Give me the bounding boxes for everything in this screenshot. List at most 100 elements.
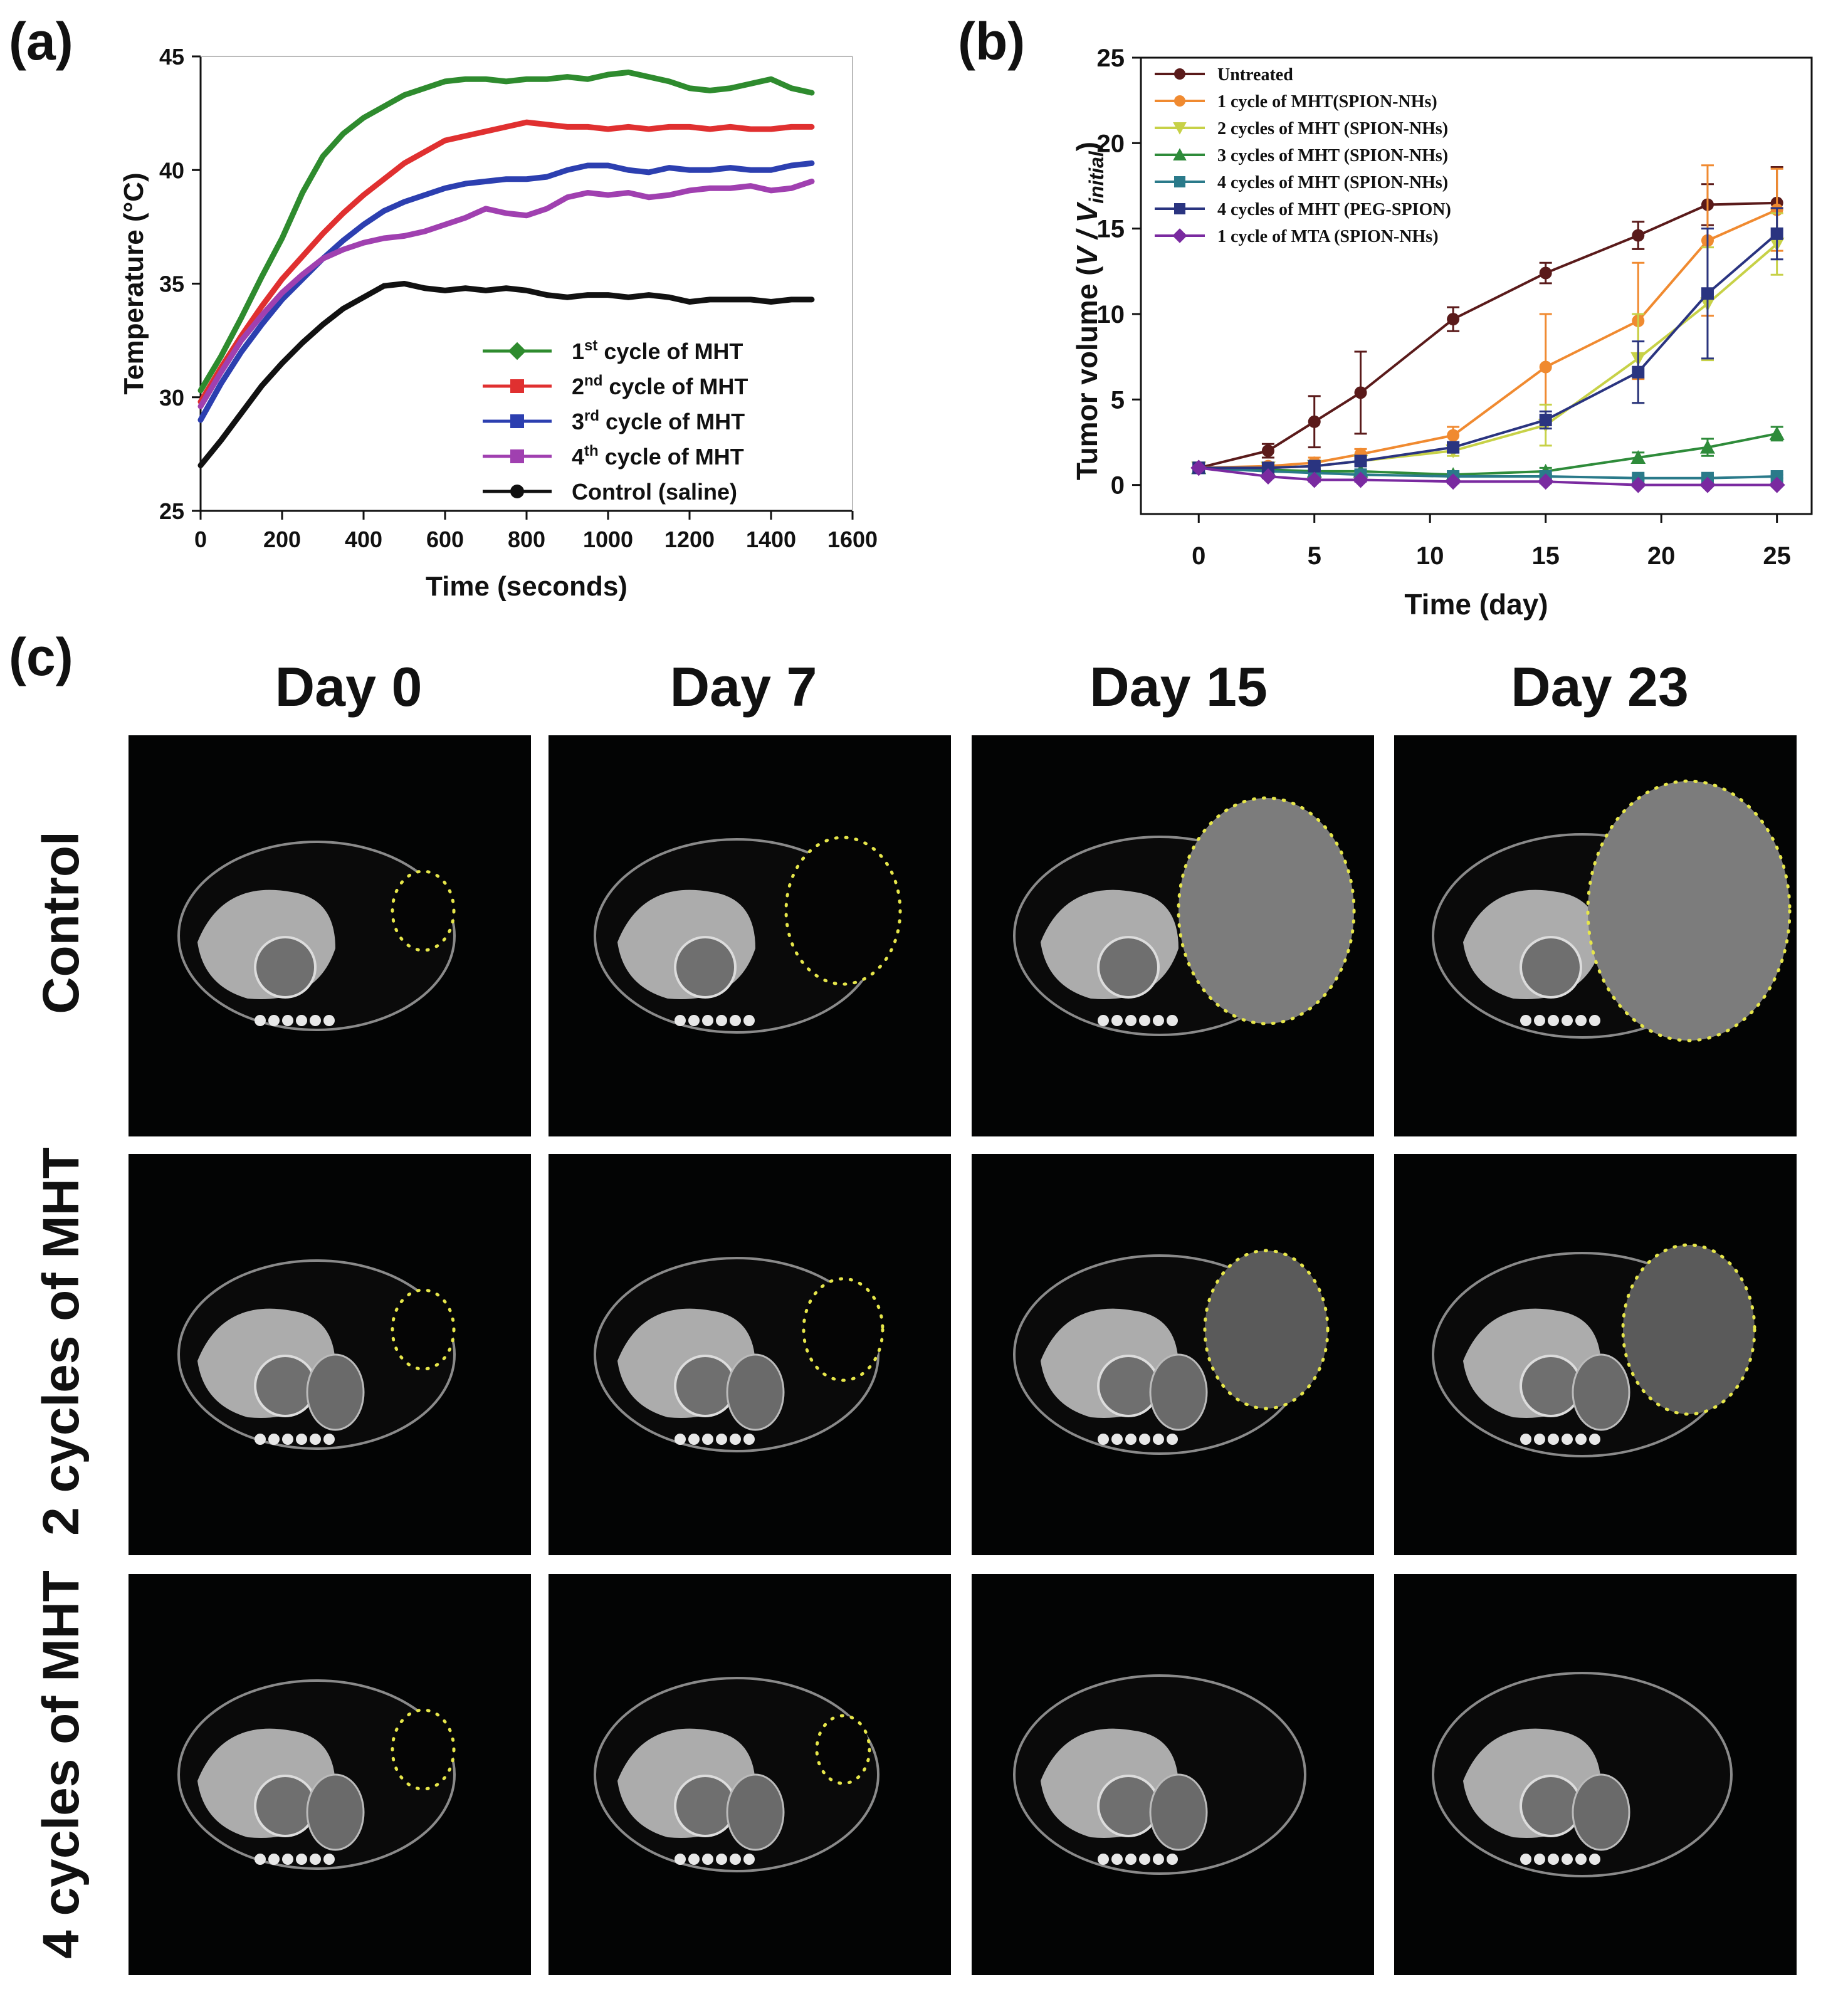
mri-tumor-outline <box>1621 1243 1756 1416</box>
mri-vertebra <box>310 1854 321 1865</box>
mri-vertebra <box>688 1854 700 1865</box>
mri-organ <box>1097 936 1160 999</box>
panel-label-c: (c) <box>9 627 73 686</box>
mri-organ <box>1520 1775 1582 1837</box>
mri-scan <box>177 1679 456 1870</box>
chart-a-x-tick-label: 200 <box>263 527 301 552</box>
chart-b-data-point <box>1354 454 1367 468</box>
mri-organ <box>1149 1353 1208 1431</box>
mri-vertebra <box>282 1434 293 1445</box>
chart-b-data-point <box>1770 470 1783 483</box>
chart-b-data-point <box>1259 468 1276 485</box>
mri-vertebra <box>1125 1015 1137 1026</box>
chart-b-data-point <box>1352 471 1369 488</box>
row-label-4-cycles: 4 cycles of MHT <box>33 1570 90 1959</box>
mri-image <box>972 735 1374 1136</box>
mri-vertebra <box>702 1434 713 1445</box>
mri-vertebra <box>1534 1434 1545 1445</box>
chart-b-legend-label: 1 cycle of MHT(SPION-NHs) <box>1217 92 1437 112</box>
chart-b-legend-label: 4 cycles of MHT (PEG-SPION) <box>1217 200 1451 219</box>
chart-a-x-tick-label: 1200 <box>664 527 715 552</box>
mri-organ <box>726 1773 785 1851</box>
chart-b-tumor-volume: 0 5 10 15 20 25 0 5 10 15 20 25 Time (day) Tumor volu… <box>1071 45 1813 621</box>
mri-scan <box>1013 796 1356 1036</box>
mri-vertebra <box>268 1854 280 1865</box>
chart-a-legend-marker <box>510 485 524 498</box>
mri-image <box>549 735 951 1136</box>
mri-vertebra <box>743 1434 755 1445</box>
mri-vertebra <box>1575 1434 1587 1445</box>
chart-b-x-tick-label: 5 <box>1308 542 1321 570</box>
mri-vertebra <box>1562 1015 1573 1026</box>
chart-b-plot-frame <box>1140 56 1813 515</box>
mri-vertebra <box>1520 1854 1531 1865</box>
chart-a-series-line <box>197 119 815 405</box>
row-label-2-cycles: 2 cycles of MHT <box>33 1147 90 1536</box>
mri-vertebra <box>1153 1434 1164 1445</box>
mri-scan <box>1432 1243 1756 1457</box>
mri-vertebra <box>296 1015 307 1026</box>
chart-b-legend-marker <box>1174 68 1185 80</box>
chart-a-legend-label: 3rd cycle of MHT <box>572 407 745 434</box>
chart-b-legend-label: 3 cycles of MHT (SPION-NHs) <box>1217 146 1448 165</box>
mri-vertebra <box>310 1434 321 1445</box>
mri-vertebra <box>675 1015 686 1026</box>
mri-vertebra <box>1167 1854 1178 1865</box>
mri-tumor-outline <box>391 869 456 952</box>
mri-tumor-outline <box>784 836 902 986</box>
chart-b-legend-label: 2 cycles of MHT (SPION-NHs) <box>1217 119 1448 139</box>
chart-b-legend-label: Untreated <box>1217 65 1293 85</box>
mri-vertebra <box>688 1015 700 1026</box>
mri-tumor-outline <box>391 1288 456 1371</box>
chart-a-legend-marker <box>508 342 527 360</box>
mri-organ <box>674 1355 737 1417</box>
mri-organ <box>726 1353 785 1431</box>
mri-vertebra <box>1575 1854 1587 1865</box>
chart-b-y-tick-label: 10 <box>1097 301 1125 328</box>
chart-b-data-point <box>1537 473 1554 490</box>
mri-vertebra <box>1562 1854 1573 1865</box>
mri-vertebra <box>1548 1434 1559 1445</box>
mri-tumor-outline <box>391 1708 456 1791</box>
mri-vertebra <box>255 1854 266 1865</box>
mri-vertebra <box>675 1434 686 1445</box>
chart-a-legend-marker <box>510 379 524 393</box>
mri-vertebra <box>1139 1434 1150 1445</box>
chart-a-x-tick-label: 400 <box>345 527 382 552</box>
mri-organ <box>306 1773 365 1851</box>
mri-vertebra <box>1153 1015 1164 1026</box>
chart-b-y-tick-label: 0 <box>1111 472 1125 500</box>
mri-vertebra <box>716 1434 727 1445</box>
chart-b-y-axis-label: Tumor volume (V / Vinitial) <box>1071 142 1108 480</box>
chart-b-data-point <box>1699 439 1715 454</box>
chart-b-y-tick-label: 5 <box>1111 386 1125 414</box>
mri-vertebra <box>702 1015 713 1026</box>
chart-b-data-point <box>1261 461 1274 475</box>
chart-b-x-tick-label: 0 <box>1192 542 1205 570</box>
chart-b-x-tick-label: 10 <box>1416 542 1444 570</box>
chart-b-data-point <box>1354 386 1367 399</box>
mri-vertebra <box>730 1015 741 1026</box>
chart-b-legend-label: 4 cycles of MHT (SPION-NHs) <box>1217 173 1448 192</box>
chart-b-y-tick-label: 25 <box>1097 45 1125 72</box>
mri-image <box>129 1574 531 1975</box>
mri-vertebra <box>1125 1854 1137 1865</box>
mri-vertebra <box>1111 1434 1123 1445</box>
mri-vertebra <box>282 1854 293 1865</box>
mri-vertebra <box>716 1015 727 1026</box>
mri-vertebra <box>675 1854 686 1865</box>
mri-vertebra <box>743 1854 755 1865</box>
mri-vertebra <box>1520 1434 1531 1445</box>
mri-vertebra <box>1111 1015 1123 1026</box>
mri-image <box>549 1154 951 1555</box>
mri-vertebra <box>702 1854 713 1865</box>
mri-vertebra <box>255 1015 266 1026</box>
panel-label-b: (b) <box>958 12 1026 71</box>
mri-scan <box>177 841 456 1031</box>
chart-b-data-point <box>1632 229 1645 242</box>
mri-scan <box>177 1259 456 1450</box>
mri-vertebra <box>323 1015 335 1026</box>
mri-vertebra <box>1589 1015 1600 1026</box>
mri-vertebra <box>1125 1434 1137 1445</box>
mri-organ <box>306 1353 365 1431</box>
